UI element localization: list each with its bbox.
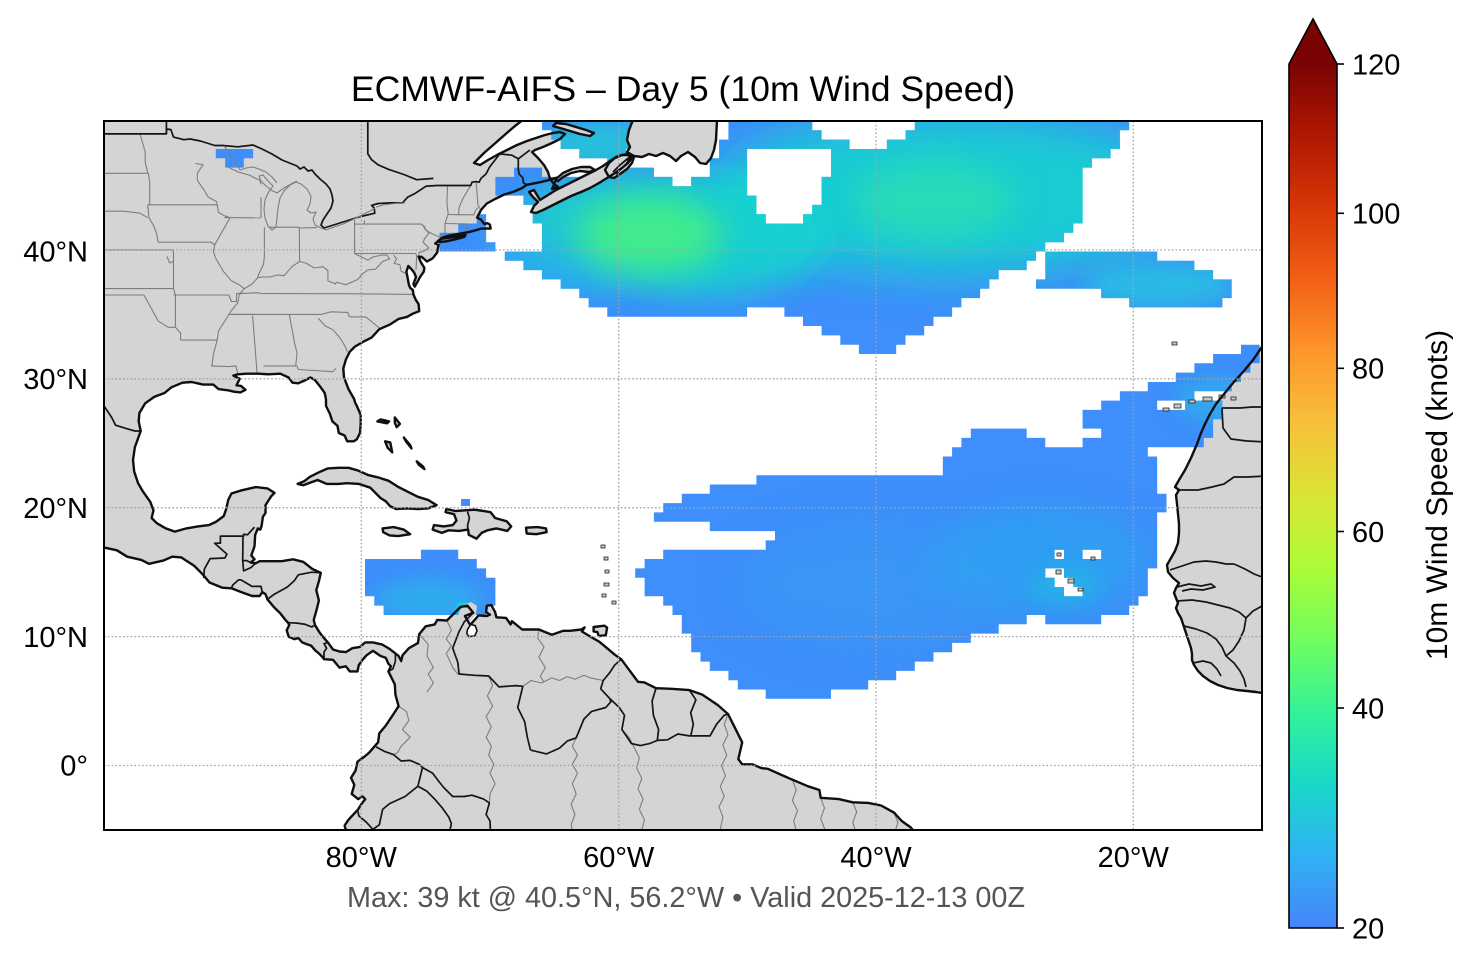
svg-text:Max: 39 kt @ 40.5°N, 56.2°W •: Max: 39 kt @ 40.5°N, 56.2°W • Valid 2025… [347,882,1025,914]
svg-text:20°N: 20°N [23,493,88,525]
svg-text:10°N: 10°N [23,622,88,654]
svg-text:40°N: 40°N [23,236,88,268]
svg-text:60: 60 [1352,517,1384,549]
svg-text:100: 100 [1352,199,1400,231]
svg-text:0°: 0° [60,751,88,783]
svg-text:20: 20 [1352,913,1384,945]
svg-text:60°W: 60°W [583,842,655,874]
svg-text:40°W: 40°W [840,842,912,874]
svg-text:80°W: 80°W [326,842,398,874]
svg-text:20°W: 20°W [1098,842,1170,874]
svg-text:10m Wind Speed (knots): 10m Wind Speed (knots) [1421,330,1454,660]
svg-text:ECMWF-AIFS – Day 5 (10m Wind S: ECMWF-AIFS – Day 5 (10m Wind Speed) [351,69,1015,109]
svg-text:80: 80 [1352,354,1384,386]
svg-text:30°N: 30°N [23,364,88,396]
svg-text:120: 120 [1352,49,1400,81]
svg-text:40: 40 [1352,693,1384,725]
